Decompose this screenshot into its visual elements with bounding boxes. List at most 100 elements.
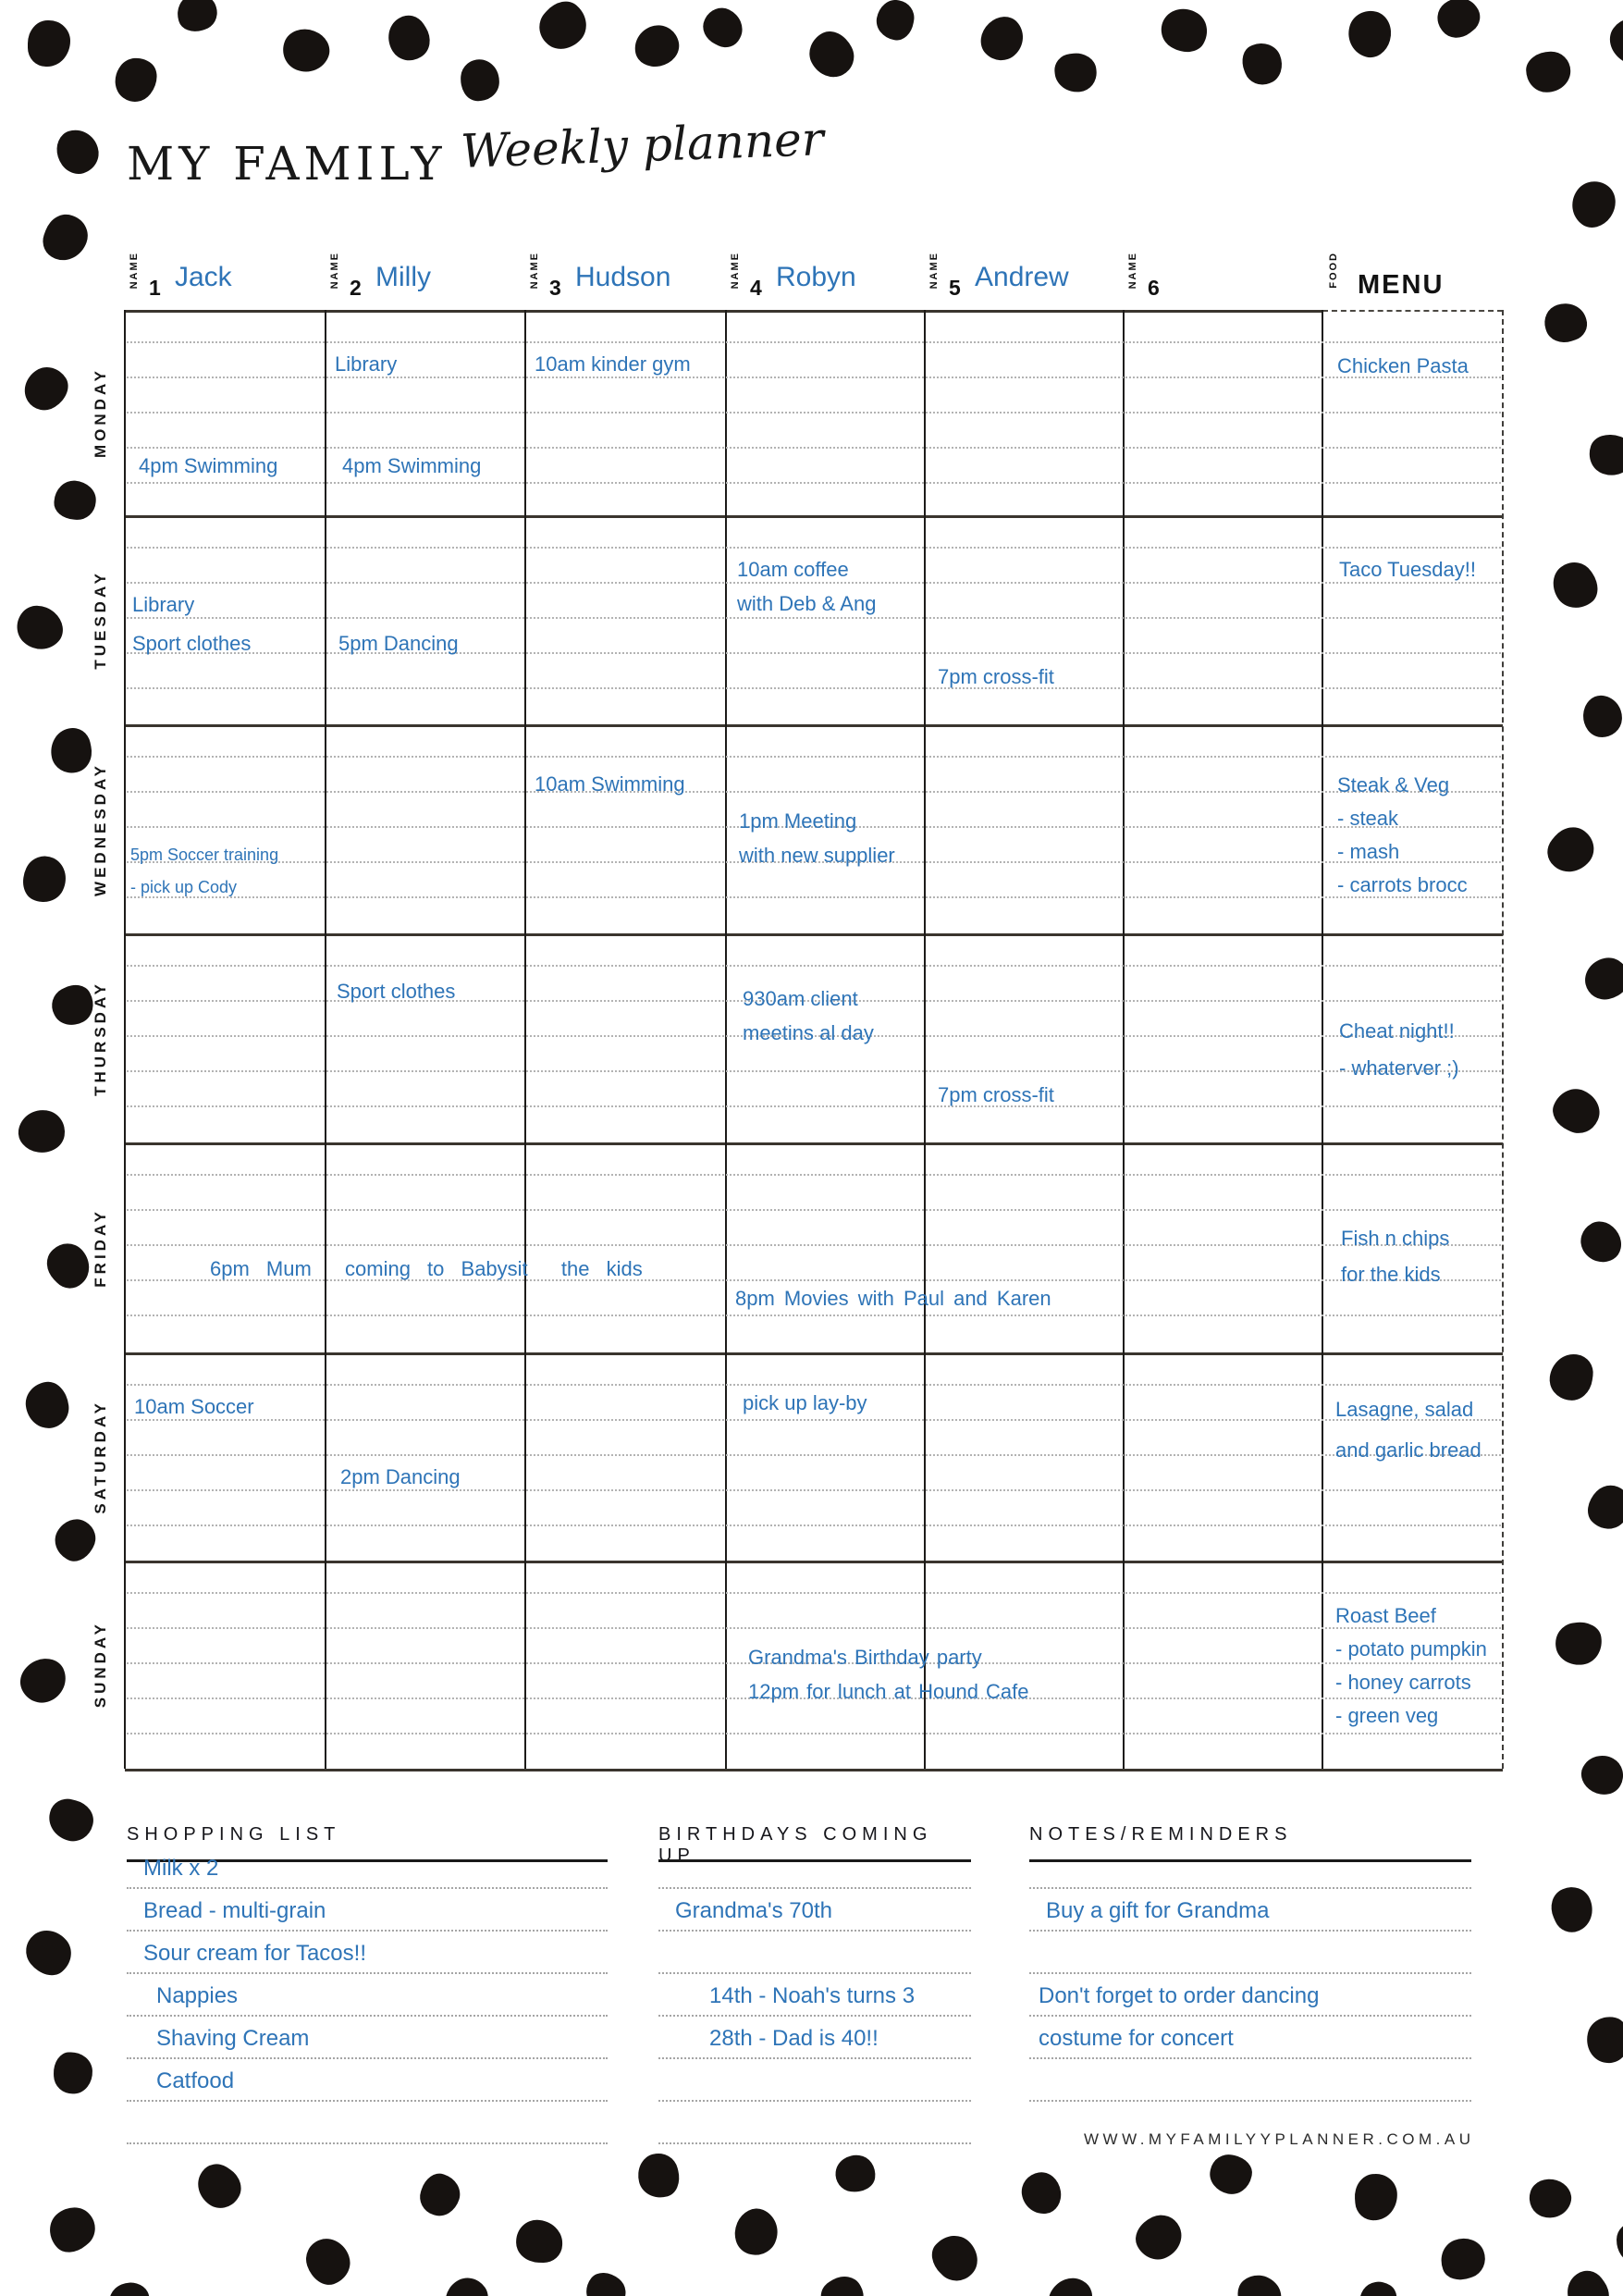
row-ruled-line	[127, 1489, 1501, 1491]
day-entry: Library	[132, 593, 195, 616]
polka-dot	[1546, 1081, 1607, 1140]
polka-dot	[41, 2198, 104, 2261]
section-item: costume for concert	[1039, 2026, 1234, 2051]
row-ruled-line	[127, 861, 1501, 863]
member-name: Jack	[175, 262, 232, 292]
polka-dot	[14, 1651, 73, 1710]
menu-top-line	[1322, 310, 1503, 312]
polka-dot	[696, 2, 750, 54]
menu-header: MENU	[1358, 270, 1445, 300]
polka-dot	[1206, 2151, 1256, 2198]
day-entry: 7pm cross-fit	[938, 1083, 1054, 1106]
section-ruled-line	[658, 1887, 971, 1889]
name-vertical-text: NAME	[1127, 252, 1138, 290]
polka-dot	[53, 2051, 93, 2095]
day-entry: Steak & Veg - steak - mash - carrots bro…	[1337, 773, 1468, 896]
column-line	[924, 310, 926, 1769]
row-ruled-line	[127, 652, 1501, 654]
column-line	[1123, 310, 1125, 1769]
polka-dot	[833, 2153, 878, 2195]
section-item: Catfood	[156, 2068, 235, 2093]
row-separator	[125, 724, 1503, 727]
row-ruled-line	[127, 1244, 1501, 1246]
polka-dot	[436, 2270, 497, 2296]
polka-dot	[1553, 1619, 1605, 1669]
day-label-text: MONDAY	[92, 367, 109, 458]
polka-dot	[17, 359, 76, 418]
grid-right-line	[1502, 310, 1504, 1769]
polka-dot	[52, 124, 104, 179]
polka-dot	[1524, 2173, 1576, 2224]
row-ruled-line	[127, 1419, 1501, 1421]
member-name: Hudson	[575, 262, 671, 292]
section-title-rule	[127, 1859, 608, 1862]
section-ruled-line	[127, 2142, 608, 2144]
row-ruled-line	[127, 617, 1501, 619]
member-name: Robyn	[776, 262, 856, 292]
name-vertical-text: NAME	[928, 252, 940, 290]
page-title: MY FAMILY	[127, 137, 447, 191]
polka-dot	[1544, 1881, 1600, 1938]
polka-dot	[15, 1106, 68, 1156]
day-entry: Library	[335, 352, 398, 376]
row-ruled-line	[127, 791, 1501, 793]
row-ruled-line	[127, 1174, 1501, 1176]
polka-dot	[1583, 428, 1623, 482]
name-vertical-label: NAME	[329, 252, 340, 307]
day-entry: Cheat night!! - whaterver ;)	[1339, 1019, 1459, 1080]
row-ruled-line	[127, 482, 1501, 484]
name-vertical-text: NAME	[329, 252, 340, 290]
day-entry: 10am Swimming	[535, 772, 685, 796]
day-entry: Sport clothes	[132, 632, 252, 655]
polka-dot	[44, 1795, 98, 1845]
section-item: Sour cream for Tacos!!	[143, 1941, 366, 1966]
section-item: Milk x 2	[143, 1856, 219, 1881]
section-ruled-line	[658, 2100, 971, 2102]
member-number: 2	[350, 276, 362, 300]
row-separator	[125, 1561, 1503, 1563]
row-separator	[125, 515, 1503, 518]
polka-dot	[1601, 10, 1623, 73]
row-ruled-line	[127, 341, 1501, 343]
day-entry: Fish n chips for the kids	[1341, 1227, 1450, 1286]
polka-dot	[1573, 1214, 1623, 1270]
polka-dot	[1582, 2012, 1623, 2068]
name-vertical-label: NAME	[129, 252, 140, 307]
member-number: 4	[750, 276, 762, 300]
polka-dot	[1562, 173, 1623, 236]
name-vertical-label: NAME	[529, 252, 540, 307]
name-vertical-text: NAME	[529, 252, 540, 290]
polka-dot	[1343, 6, 1396, 62]
section-ruled-line	[127, 2057, 608, 2059]
polka-dot	[277, 22, 336, 80]
day-entry: 5pm Soccer training - pick up Cody	[130, 846, 279, 896]
section-ruled-line	[658, 2015, 971, 2017]
day-label-friday: FRIDAY	[81, 1142, 120, 1352]
day-entry: 8pm Movies with Paul and Karen	[735, 1287, 1051, 1310]
day-label-text: THURSDAY	[92, 980, 109, 1096]
section-title: SHOPPING LIST	[127, 1824, 341, 1845]
section-ruled-line	[1029, 2015, 1471, 2017]
polka-dot	[1580, 953, 1623, 1004]
section-title: NOTES/REMINDERS	[1029, 1824, 1293, 1845]
column-line	[725, 310, 727, 1769]
polka-dot	[1579, 1477, 1623, 1538]
member-number: 5	[949, 276, 961, 300]
member-name: Andrew	[975, 262, 1069, 292]
polka-dot	[530, 0, 596, 59]
day-entry: Lasagne, salad and garlic bread	[1335, 1398, 1482, 1462]
polka-dot	[578, 2265, 633, 2296]
polka-dot	[8, 597, 71, 660]
row-ruled-line	[127, 1662, 1501, 1664]
section-ruled-line	[127, 1930, 608, 1932]
day-entry: 10am kinder gym	[535, 352, 691, 376]
row-ruled-line	[127, 826, 1501, 828]
day-entry: 7pm cross-fit	[938, 665, 1054, 688]
member-number: 1	[149, 276, 161, 300]
section-item: Don't forget to order dancing	[1039, 1983, 1320, 2008]
footer-url: WWW.MYFAMILYYPLANNER.COM.AU	[1084, 2130, 1475, 2148]
polka-dot	[1052, 51, 1099, 94]
name-vertical-text: NAME	[129, 252, 140, 290]
row-ruled-line	[127, 1592, 1501, 1594]
